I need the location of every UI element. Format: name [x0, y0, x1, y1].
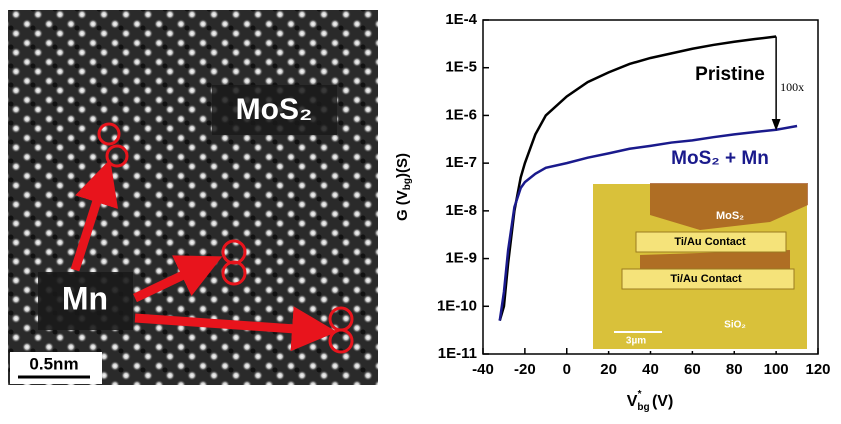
x-tick-label: 100	[764, 361, 789, 378]
y-tick-label: 1E-7	[445, 154, 477, 171]
y-label-part: )(S)	[394, 153, 411, 178]
inset-label: 3µm	[626, 336, 646, 347]
series-line	[498, 124, 798, 321]
contact	[621, 268, 795, 290]
x-tick-label: 60	[684, 361, 701, 378]
series-label: MoS₂ + Mn	[671, 148, 769, 169]
y-tick-label: 1E-4	[445, 11, 477, 28]
atom-markers	[97, 122, 354, 354]
x-label-part: V	[627, 393, 638, 410]
x-tick-label: 120	[805, 361, 830, 378]
x-label-sub: bg	[637, 402, 649, 413]
y-tick-label: 1E-11	[438, 345, 477, 362]
micrograph: MoS₂ Mn 0.5nm	[8, 10, 378, 385]
x-label-part: (V)	[648, 393, 674, 410]
scale-box	[10, 352, 102, 384]
arrows	[70, 159, 337, 352]
flake	[650, 183, 808, 230]
annotation: 100x	[780, 80, 804, 94]
material-label: MoS₂	[236, 93, 313, 126]
x-tick-label: 80	[726, 361, 743, 378]
inset-label: Ti/Au Contact	[674, 236, 746, 248]
x-tick-label: -20	[514, 361, 536, 378]
x-tick-label: 40	[642, 361, 659, 378]
inset-label: SiO₂	[724, 320, 746, 331]
y-axis-label: G (Vbg)(S)	[394, 153, 413, 221]
y-tick-label: 1E-5	[445, 59, 477, 76]
scale-label: 0.5nm	[29, 354, 78, 373]
x-label-sup: *	[638, 389, 642, 400]
y-label-part: G (V	[394, 190, 411, 221]
x-tick-label: -40	[472, 361, 494, 378]
series-label: Pristine	[695, 64, 765, 85]
chart: G (Vbg)(S) Vbg* (V) 1E-111E-101E-91E-81E…	[394, 11, 831, 413]
x-tick-label: 20	[600, 361, 617, 378]
y-tick-label: 1E-9	[445, 250, 477, 267]
y-tick-label: 1E-6	[445, 106, 477, 123]
y-tick-label: 1E-8	[445, 202, 477, 219]
inset-label: MoS₂	[716, 210, 744, 222]
x-tick-label: 0	[563, 361, 571, 378]
y-tick-label: 1E-10	[437, 297, 477, 314]
dopant-label: Mn	[62, 280, 108, 316]
contact	[635, 231, 787, 253]
inset-label: Ti/Au Contact	[670, 273, 742, 285]
label-box	[38, 272, 133, 330]
inset: MoS₂ Ti/Au Contact Ti/Au Contact SiO₂ 3µ…	[591, 182, 809, 351]
y-label-sub: bg	[402, 178, 413, 190]
label-box	[212, 85, 337, 135]
x-axis-label: Vbg * (V)	[627, 389, 674, 413]
